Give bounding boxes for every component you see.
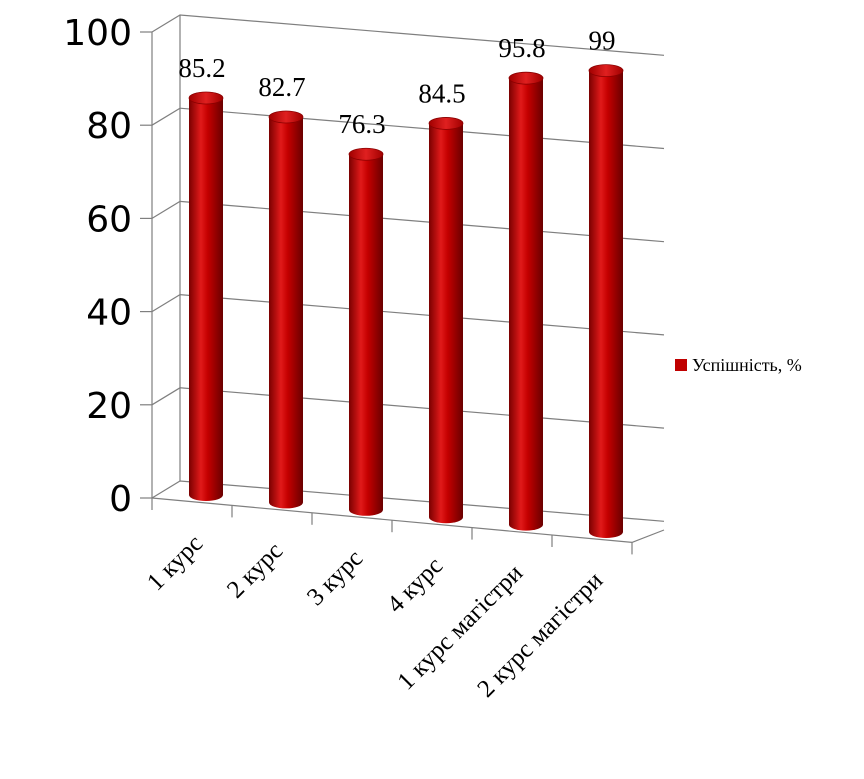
gridline bbox=[151, 200, 665, 243]
data-label: 76.3 bbox=[338, 109, 385, 139]
y-tick-labels: 0 20 40 60 80 100 bbox=[63, 13, 132, 520]
bar bbox=[189, 97, 223, 501]
data-label: 99 bbox=[589, 26, 616, 56]
category-label: 4 курс bbox=[382, 552, 448, 618]
category-label: 2 курс bbox=[222, 537, 288, 603]
bar bbox=[429, 123, 463, 524]
bars bbox=[188, 64, 624, 538]
bar bbox=[589, 70, 623, 538]
legend: Успішність, % bbox=[675, 355, 802, 375]
gridline bbox=[151, 387, 665, 429]
gridline bbox=[151, 480, 665, 522]
data-label: 85.2 bbox=[178, 53, 225, 83]
axes bbox=[140, 15, 665, 555]
gridline bbox=[151, 107, 665, 150]
bar bbox=[349, 154, 383, 516]
gridlines bbox=[151, 14, 665, 522]
y-tick-label: 0 bbox=[109, 479, 132, 520]
bar bbox=[269, 117, 303, 509]
legend-label: Успішність, % bbox=[692, 355, 802, 375]
data-labels: 85.2 82.7 76.3 84.5 95.8 99 bbox=[178, 26, 615, 140]
bar-cap bbox=[348, 147, 384, 161]
y-tick-label: 80 bbox=[86, 106, 132, 147]
bar-cap bbox=[588, 64, 624, 78]
legend-swatch bbox=[675, 359, 687, 371]
data-label: 84.5 bbox=[418, 78, 465, 108]
data-label: 95.8 bbox=[498, 33, 545, 63]
bar-cap bbox=[268, 110, 304, 124]
y-tick-label: 60 bbox=[86, 199, 132, 240]
category-label: 3 курс bbox=[302, 545, 368, 611]
gridline bbox=[151, 293, 665, 336]
data-label: 82.7 bbox=[258, 72, 305, 102]
y-tick-label: 100 bbox=[63, 13, 132, 54]
gridline bbox=[151, 14, 665, 56]
bar-cap bbox=[428, 117, 464, 130]
bar bbox=[509, 78, 543, 531]
bar-cap bbox=[508, 71, 544, 85]
category-label: 1 курс bbox=[142, 530, 208, 596]
bar-cap bbox=[188, 91, 224, 105]
floor-right-edge bbox=[631, 529, 665, 543]
y-tick-label: 40 bbox=[86, 293, 132, 334]
y-tick-label: 20 bbox=[86, 386, 132, 427]
